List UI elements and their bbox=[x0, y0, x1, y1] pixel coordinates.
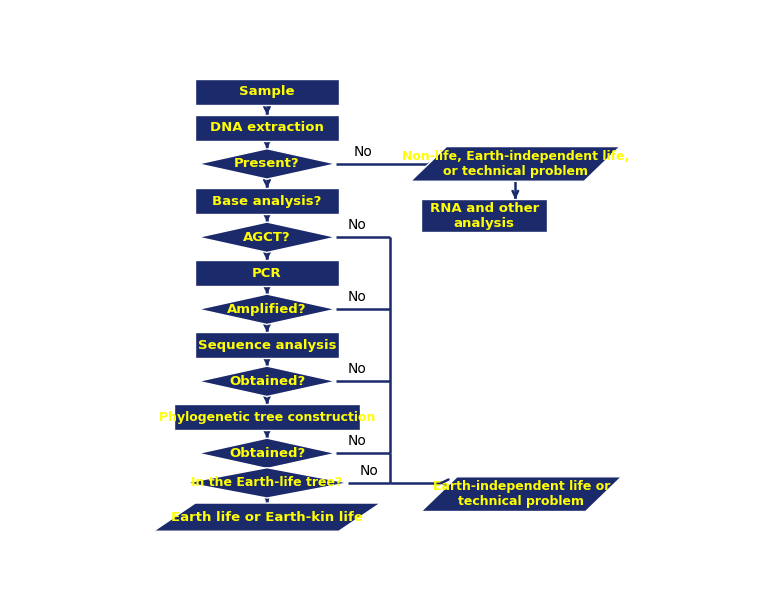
FancyBboxPatch shape bbox=[195, 115, 339, 141]
Text: Base analysis?: Base analysis? bbox=[212, 195, 322, 208]
Polygon shape bbox=[186, 468, 348, 498]
Text: PCR: PCR bbox=[252, 267, 282, 280]
Text: Obtained?: Obtained? bbox=[229, 447, 305, 460]
Text: Sequence analysis: Sequence analysis bbox=[198, 339, 337, 352]
FancyBboxPatch shape bbox=[174, 405, 360, 431]
Text: Obtained?: Obtained? bbox=[229, 375, 305, 388]
Polygon shape bbox=[198, 294, 336, 324]
FancyBboxPatch shape bbox=[422, 199, 547, 232]
FancyBboxPatch shape bbox=[195, 79, 339, 105]
Text: Phylogenetic tree construction: Phylogenetic tree construction bbox=[159, 411, 375, 424]
Text: Sample: Sample bbox=[239, 86, 295, 98]
Text: No: No bbox=[348, 290, 367, 304]
FancyBboxPatch shape bbox=[195, 332, 339, 358]
Polygon shape bbox=[411, 147, 620, 182]
Text: No: No bbox=[348, 434, 367, 448]
Polygon shape bbox=[198, 438, 336, 469]
FancyBboxPatch shape bbox=[195, 188, 339, 214]
Polygon shape bbox=[198, 222, 336, 253]
Text: RNA and other
analysis: RNA and other analysis bbox=[429, 201, 539, 230]
Text: Earth-independent life or
technical problem: Earth-independent life or technical prob… bbox=[432, 480, 610, 508]
FancyBboxPatch shape bbox=[195, 260, 339, 286]
Text: No: No bbox=[354, 145, 373, 159]
Text: DNA extraction: DNA extraction bbox=[210, 121, 324, 134]
Polygon shape bbox=[154, 503, 381, 531]
Text: Present?: Present? bbox=[234, 157, 300, 171]
Text: No: No bbox=[348, 362, 367, 376]
Text: Non-life, Earth-independent life,
or technical problem: Non-life, Earth-independent life, or tec… bbox=[401, 150, 629, 178]
Polygon shape bbox=[198, 149, 336, 179]
Text: In the Earth-life tree?: In the Earth-life tree? bbox=[191, 476, 343, 490]
Text: AGCT?: AGCT? bbox=[243, 231, 291, 244]
Polygon shape bbox=[421, 477, 621, 511]
Text: Amplified?: Amplified? bbox=[227, 303, 306, 316]
Polygon shape bbox=[198, 366, 336, 397]
Text: No: No bbox=[348, 218, 367, 232]
Text: No: No bbox=[360, 464, 378, 478]
Text: Earth life or Earth-kin life: Earth life or Earth-kin life bbox=[171, 511, 363, 523]
